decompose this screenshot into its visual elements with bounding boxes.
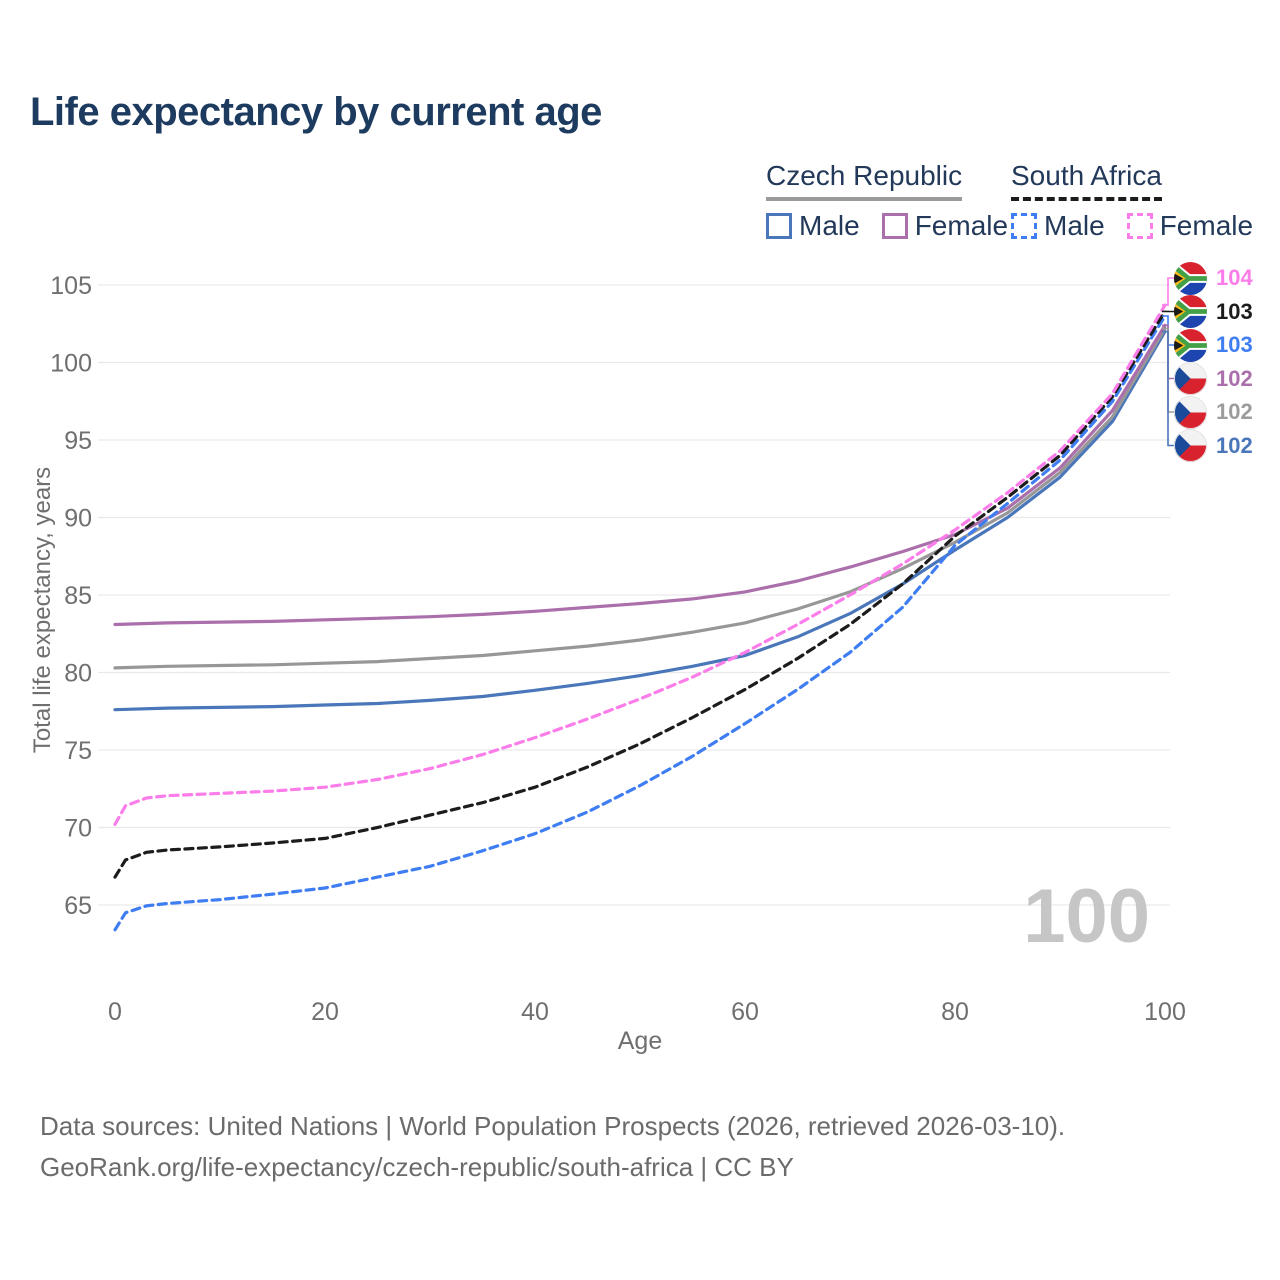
line-czech_total bbox=[113, 326, 1167, 670]
legend-item-sa-female[interactable]: Female bbox=[1126, 210, 1254, 242]
south-africa-flag-icon bbox=[1174, 295, 1207, 328]
end-label-row-sa_male: 103 bbox=[1174, 328, 1253, 362]
attribution-line: GeoRank.org/life-expectancy/czech-republ… bbox=[40, 1152, 794, 1182]
y-tick-label: 85 bbox=[64, 582, 92, 610]
x-axis-title: Age bbox=[618, 1027, 662, 1055]
y-tick-label: 80 bbox=[64, 660, 92, 688]
footer: Data sources: United Nations | World Pop… bbox=[40, 1106, 1065, 1188]
y-tick-label: 90 bbox=[64, 505, 92, 533]
czech-republic-flag-icon bbox=[1174, 362, 1207, 395]
end-label-row-czech_total: 102 bbox=[1174, 395, 1253, 429]
y-axis-title: Total life expectancy, years bbox=[29, 467, 56, 753]
x-tick-label: 60 bbox=[731, 998, 759, 1026]
data-source-line: Data sources: United Nations | World Pop… bbox=[40, 1111, 1066, 1141]
end-value-label: 102 bbox=[1216, 365, 1253, 391]
end-value-label: 102 bbox=[1216, 432, 1253, 458]
y-tick-label: 75 bbox=[64, 737, 92, 765]
leader-line-czech_male bbox=[1162, 330, 1174, 447]
legend-item-sa-male[interactable]: Male bbox=[1011, 210, 1105, 242]
czech-republic-flag-icon bbox=[1174, 395, 1207, 429]
end-label-row-sa_total: 103 bbox=[1174, 295, 1253, 328]
czech-republic-flag-icon bbox=[1174, 429, 1207, 462]
end-value-label: 103 bbox=[1216, 332, 1253, 357]
age-watermark: 100 bbox=[1023, 874, 1150, 959]
end-label-row-czech_female: 102 bbox=[1174, 362, 1253, 395]
legend-group-title-czech-republic: Czech Republic bbox=[766, 160, 963, 201]
czech-female-swatch-icon bbox=[881, 213, 908, 239]
end-label-row-sa_female: 104 bbox=[1174, 261, 1253, 295]
y-tick-label: 95 bbox=[64, 427, 92, 455]
end-value-label: 103 bbox=[1216, 298, 1253, 324]
end-value-label: 104 bbox=[1216, 265, 1253, 290]
x-tick-label: 100 bbox=[1144, 998, 1186, 1026]
leader-line-sa_female bbox=[1162, 277, 1174, 306]
sa-male-swatch-icon bbox=[1011, 213, 1037, 239]
line-sa_female bbox=[113, 303, 1167, 826]
page-title: Life expectancy by current age bbox=[30, 90, 602, 134]
line-czech_female bbox=[113, 323, 1167, 627]
south-africa-flag-icon bbox=[1174, 328, 1207, 362]
czech-male-swatch-icon bbox=[766, 213, 792, 239]
x-tick-label: 0 bbox=[108, 998, 122, 1026]
x-tick-label: 40 bbox=[521, 998, 549, 1026]
south-africa-flag-icon bbox=[1174, 261, 1207, 295]
legend-group-czech-republic: Czech Republic Male Female bbox=[766, 160, 1008, 242]
x-tick-label: 80 bbox=[941, 998, 969, 1026]
line-sa_male bbox=[113, 314, 1167, 932]
end-value-label: 102 bbox=[1216, 399, 1253, 424]
line-sa_total bbox=[113, 309, 1167, 879]
y-tick-label: 105 bbox=[50, 272, 92, 300]
legend-item-label: Female bbox=[1159, 210, 1254, 241]
legend-item-czech-male[interactable]: Male bbox=[766, 210, 860, 242]
legend-item-label: Male bbox=[1044, 210, 1105, 241]
line-czech_male bbox=[113, 329, 1167, 712]
x-tick-label: 20 bbox=[311, 998, 339, 1026]
sa-female-swatch-icon bbox=[1126, 213, 1153, 239]
y-tick-label: 70 bbox=[64, 815, 92, 843]
legend-item-label: Male bbox=[799, 210, 860, 241]
y-tick-label: 100 bbox=[50, 350, 92, 378]
legend-item-label: Female bbox=[914, 210, 1009, 241]
legend-group-title-south-africa: South Africa bbox=[1011, 160, 1162, 201]
legend-group-south-africa: South Africa Male Female bbox=[1011, 160, 1253, 242]
y-tick-label: 65 bbox=[64, 892, 92, 920]
legend-item-czech-female[interactable]: Female bbox=[881, 210, 1009, 242]
end-label-row-czech_male: 102 bbox=[1174, 429, 1253, 462]
